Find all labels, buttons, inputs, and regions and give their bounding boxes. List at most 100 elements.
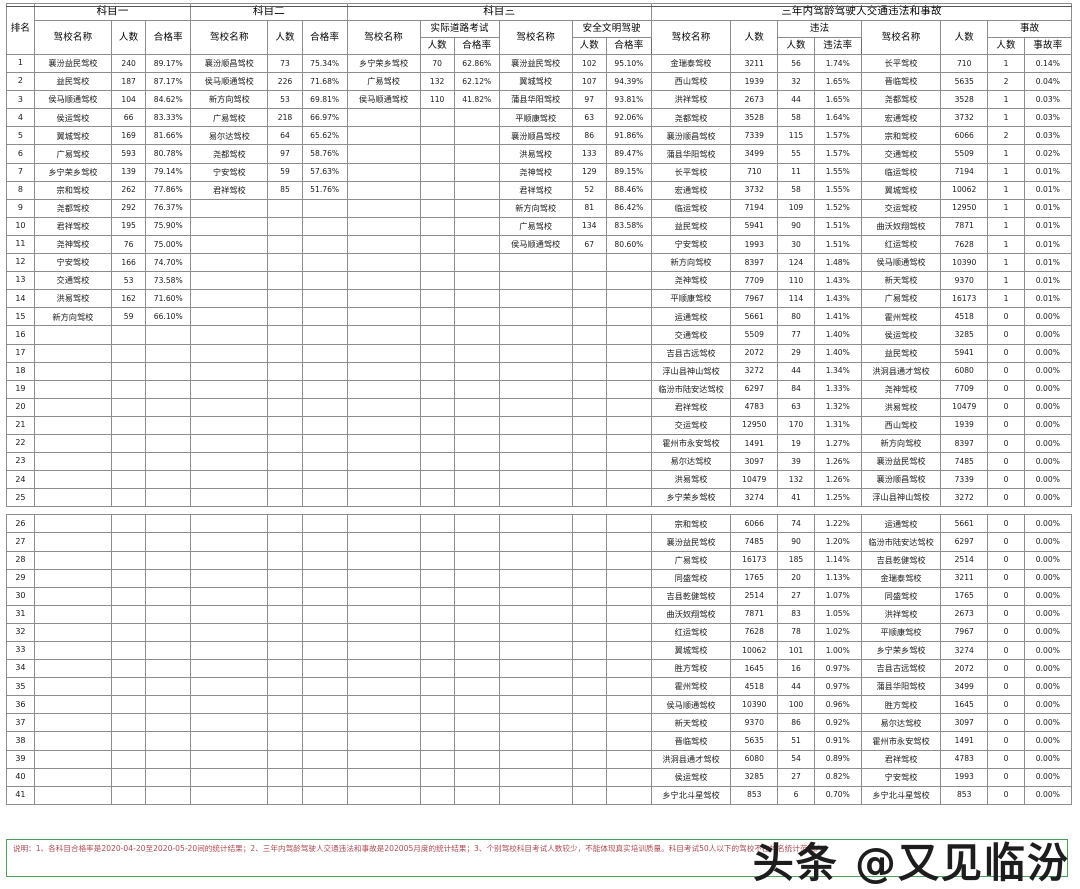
row-rank: 33 — [6, 640, 35, 661]
s3road-count — [419, 640, 455, 661]
acc-total: 6080 — [940, 361, 989, 381]
s2-count — [267, 234, 303, 255]
acc-rate: 0.00% — [1023, 586, 1073, 606]
s3safe-count — [571, 307, 607, 327]
acc-rate: 0.00% — [1023, 568, 1073, 588]
s1-count — [110, 379, 147, 399]
viol-school: 宁安驾校 — [650, 234, 732, 255]
viol-total: 6066 — [730, 514, 779, 534]
s1-count — [110, 586, 147, 606]
s3road-school: 侯马顺通驾校 — [346, 90, 421, 110]
row-rank: 40 — [6, 767, 35, 787]
viol-count: 39 — [777, 452, 815, 472]
s3safe-count — [571, 470, 607, 490]
viol-total: 6080 — [730, 749, 779, 769]
row-rank: 24 — [6, 470, 35, 490]
s1-school: 翼城驾校 — [33, 126, 112, 146]
s3safe-rate — [605, 514, 652, 534]
acc-count: 0 — [987, 361, 1025, 381]
s3safe-school — [498, 361, 573, 381]
acc-rate: 0.01% — [1023, 289, 1073, 309]
s1-school — [33, 361, 112, 381]
s3safe-count — [571, 397, 607, 417]
acc-total: 5661 — [940, 514, 989, 534]
viol-school: 霍州市永安驾校 — [650, 433, 732, 454]
s1-school: 交通驾校 — [33, 271, 112, 291]
s2-school — [190, 307, 269, 327]
acc-total: 9370 — [940, 271, 989, 291]
s2-count — [267, 767, 303, 787]
s2-school — [190, 253, 269, 273]
viol-count: 55 — [777, 144, 815, 164]
viol-rate: 0.82% — [813, 767, 862, 787]
viol-count: 6 — [777, 785, 815, 805]
s3road-rate — [453, 514, 500, 534]
s3safe-rate — [605, 307, 652, 327]
s3safe-count — [571, 604, 607, 624]
s3safe-rate — [605, 731, 652, 751]
s3safe-school: 尧神驾校 — [498, 162, 573, 182]
acc-rate: 0.00% — [1023, 749, 1073, 769]
table-row: 32 红运驾校 7628 78 1.02% 平顺康驾校 7967 0 0.00% — [6, 622, 1073, 643]
viol-count: 170 — [777, 415, 815, 435]
table-row: 8 宗和驾校 262 77.86% 君祥驾校 85 51.76% 君祥驾校 52 88.46% 宏通… — [6, 180, 1073, 200]
table-row: 24 洪易驾校 10479 132 1.26% 襄汾顺昌驾校 7339 0 0.00% — [6, 470, 1073, 490]
s3road-count — [419, 198, 455, 218]
viol-total: 2514 — [730, 586, 779, 606]
s1-count: 104 — [110, 90, 147, 110]
s1-count: 139 — [110, 162, 147, 182]
s2-school — [190, 550, 269, 570]
viol-rate: 1.48% — [813, 253, 862, 273]
s2-rate — [301, 488, 348, 508]
acc-total: 7485 — [940, 452, 989, 472]
s1-school — [33, 379, 112, 399]
s3road-rate — [453, 586, 500, 606]
acc-total: 10479 — [940, 397, 989, 417]
s3road-rate — [453, 325, 500, 345]
s1-rate — [145, 325, 192, 345]
row-rank: 22 — [6, 433, 35, 454]
s1-school — [33, 325, 112, 345]
table-row: 27 襄汾益民驾校 7485 90 1.20% 临汾市陆安达驾校 6297 0 0.00% — [6, 532, 1073, 552]
table-row: 18 浮山县神山驾校 3272 44 1.34% 洪洞县通才驾校 6080 0 0.00% — [6, 361, 1073, 381]
s3road-count — [419, 144, 455, 164]
s2-school — [190, 379, 269, 399]
viol-school: 临汾市陆安达驾校 — [650, 379, 732, 399]
row-rank: 18 — [6, 361, 35, 381]
acc-count: 0 — [987, 713, 1025, 733]
s3safe-school — [498, 731, 573, 751]
table-row: 23 易尔达驾校 3097 39 1.26% 襄汾益民驾校 7485 0 0.00% — [6, 452, 1073, 472]
ranking-table: 排名 科目一 科目二 科目三 三年内驾龄驾驶人交通违法和事故 驾校名称 人数 合… — [6, 3, 1073, 805]
s3road-school — [346, 640, 421, 661]
acc-school: 晋临驾校 — [860, 72, 942, 92]
s1-count — [110, 749, 147, 769]
viol-school: 红运驾校 — [650, 622, 732, 643]
s1-count: 166 — [110, 253, 147, 273]
acc-school: 霍州市永安驾校 — [860, 731, 942, 751]
s3road-count — [419, 470, 455, 490]
s2-school — [190, 397, 269, 417]
s2-count — [267, 785, 303, 805]
row-rank: 5 — [6, 126, 35, 146]
s1-count: 169 — [110, 126, 147, 146]
s2-rate — [301, 343, 348, 363]
s3road-count — [419, 126, 455, 146]
s3road-rate — [453, 216, 500, 236]
acc-rate: 0.00% — [1023, 532, 1073, 552]
s2-count: 226 — [267, 72, 303, 92]
s3road-count — [419, 452, 455, 472]
s3road-count — [419, 108, 455, 128]
s1-count: 187 — [110, 72, 147, 92]
s1-school: 君祥驾校 — [33, 216, 112, 236]
s2-count — [267, 550, 303, 570]
acc-school: 金瑞泰驾校 — [860, 568, 942, 588]
acc-rate: 0.00% — [1023, 713, 1073, 733]
viol-school: 新方向驾校 — [650, 253, 732, 273]
s2-rate: 65.62% — [301, 126, 348, 146]
s3road-school — [346, 677, 421, 697]
s2-rate — [301, 586, 348, 606]
s1-school — [33, 731, 112, 751]
viol-rate: 1.07% — [813, 586, 862, 606]
spreadsheet-page: 排名 科目一 科目二 科目三 三年内驾龄驾驶人交通违法和事故 驾校名称 人数 合… — [0, 3, 1080, 887]
s3safe-rate — [605, 640, 652, 661]
